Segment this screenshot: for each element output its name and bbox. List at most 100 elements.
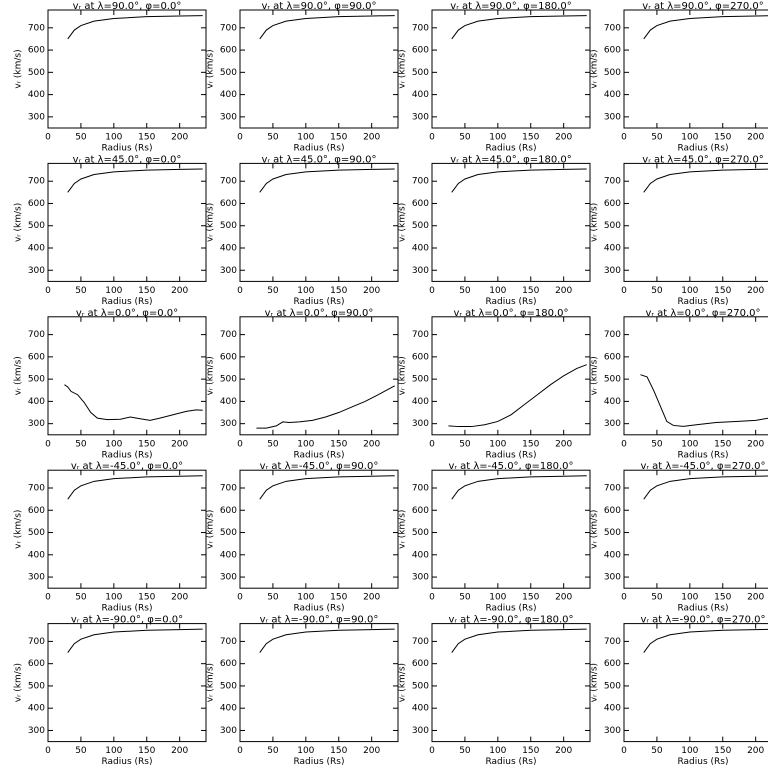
x-tick-label: 50 — [75, 593, 87, 603]
plot-frame — [239, 9, 399, 129]
x-tick-label: 100 — [105, 439, 122, 449]
y-tick-label: 300 — [604, 573, 621, 583]
x-tick-label: 150 — [138, 133, 155, 143]
y-tick-label: 400 — [220, 90, 237, 100]
x-tick-label: 200 — [171, 593, 188, 603]
x-tick-label: 200 — [171, 133, 188, 143]
x-tick-label: 100 — [297, 133, 314, 143]
x-tick-label: 50 — [267, 593, 279, 603]
x-tick-label: 150 — [714, 746, 731, 756]
plot-frame — [239, 316, 399, 436]
x-tick-label: 200 — [363, 746, 380, 756]
y-tick-label: 400 — [28, 90, 45, 100]
y-tick-label: 700 — [220, 484, 237, 494]
x-axis-label: Radius (Rs) — [101, 604, 152, 614]
x-tick-label: 150 — [714, 593, 731, 603]
data-line — [259, 628, 395, 653]
chart-title: vᵣ at λ=-90.0°, φ=0.0° — [71, 615, 183, 626]
plot-frame — [47, 162, 207, 282]
y-tick-label: 700 — [28, 484, 45, 494]
y-tick-label: 600 — [604, 199, 621, 209]
y-tick-label: 700 — [28, 637, 45, 647]
x-tick-label: 200 — [747, 133, 764, 143]
x-tick-label: 100 — [297, 593, 314, 603]
x-tick-label: 50 — [267, 286, 279, 296]
y-tick-label: 600 — [604, 659, 621, 669]
x-tick-label: 150 — [714, 439, 731, 449]
plot-frame — [47, 9, 207, 129]
data-line — [67, 475, 203, 500]
data-line — [67, 628, 203, 653]
y-tick-label: 300 — [220, 726, 237, 736]
y-tick-label: 600 — [412, 199, 429, 209]
plot-frame — [431, 162, 591, 282]
x-tick-label: 0 — [237, 746, 243, 756]
y-axis-label: vᵣ (km/s) — [590, 663, 600, 702]
x-tick-label: 50 — [267, 746, 279, 756]
y-axis-label: vᵣ (km/s) — [206, 203, 216, 242]
x-tick-label: 50 — [75, 286, 87, 296]
y-tick-label: 600 — [28, 46, 45, 56]
y-tick-label: 300 — [412, 419, 429, 429]
plot-frame — [623, 316, 768, 436]
y-tick-label: 400 — [604, 244, 621, 254]
y-tick-label: 300 — [412, 112, 429, 122]
y-tick-label: 700 — [412, 484, 429, 494]
x-tick-label: 0 — [45, 133, 51, 143]
y-tick-label: 300 — [604, 112, 621, 122]
data-line — [643, 15, 768, 40]
y-tick-label: 500 — [220, 375, 237, 385]
x-tick-label: 150 — [330, 439, 347, 449]
x-tick-label: 0 — [237, 593, 243, 603]
y-tick-label: 600 — [28, 352, 45, 362]
y-tick-label: 700 — [412, 330, 429, 340]
x-tick-label: 0 — [237, 439, 243, 449]
y-tick-label: 400 — [412, 397, 429, 407]
data-line — [256, 385, 395, 429]
x-axis-label: Radius (Rs) — [677, 604, 728, 614]
x-tick-label: 150 — [138, 746, 155, 756]
x-tick-label: 50 — [459, 439, 471, 449]
x-tick-label: 0 — [621, 593, 627, 603]
y-tick-label: 500 — [604, 221, 621, 231]
y-tick-label: 300 — [220, 419, 237, 429]
y-tick-label: 500 — [412, 221, 429, 231]
y-tick-label: 700 — [412, 177, 429, 187]
x-axis-label: Radius (Rs) — [101, 757, 152, 767]
x-tick-label: 0 — [237, 133, 243, 143]
chart-title: vᵣ at λ=-90.0°, φ=270.0° — [640, 615, 765, 626]
y-tick-label: 500 — [28, 68, 45, 78]
y-tick-label: 600 — [220, 352, 237, 362]
data-line — [448, 364, 587, 428]
y-tick-label: 500 — [412, 68, 429, 78]
x-tick-label: 50 — [651, 593, 663, 603]
x-tick-label: 100 — [489, 439, 506, 449]
y-tick-label: 600 — [28, 659, 45, 669]
y-tick-label: 600 — [604, 506, 621, 516]
x-tick-label: 150 — [522, 746, 539, 756]
y-tick-label: 400 — [220, 704, 237, 714]
data-line — [67, 15, 203, 40]
chart-title: vᵣ at λ=0.0°, φ=270.0° — [645, 308, 760, 319]
x-tick-label: 200 — [555, 593, 572, 603]
x-axis-label: Radius (Rs) — [485, 450, 536, 460]
data-line — [451, 15, 587, 40]
x-tick-label: 0 — [429, 593, 435, 603]
y-tick-label: 500 — [412, 375, 429, 385]
y-tick-label: 700 — [604, 484, 621, 494]
x-tick-label: 50 — [651, 439, 663, 449]
x-tick-label: 100 — [681, 593, 698, 603]
chart-title: vᵣ at λ=45.0°, φ=270.0° — [642, 154, 763, 165]
y-tick-label: 300 — [604, 726, 621, 736]
x-tick-label: 0 — [621, 286, 627, 296]
plot-frame — [47, 623, 207, 743]
chart-title: vᵣ at λ=-90.0°, φ=180.0° — [448, 615, 573, 626]
x-tick-label: 0 — [429, 286, 435, 296]
x-tick-label: 50 — [459, 593, 471, 603]
y-tick-label: 700 — [604, 23, 621, 33]
y-tick-label: 500 — [604, 375, 621, 385]
y-tick-label: 300 — [220, 112, 237, 122]
y-tick-label: 500 — [604, 528, 621, 538]
x-axis-label: Radius (Rs) — [293, 757, 344, 767]
